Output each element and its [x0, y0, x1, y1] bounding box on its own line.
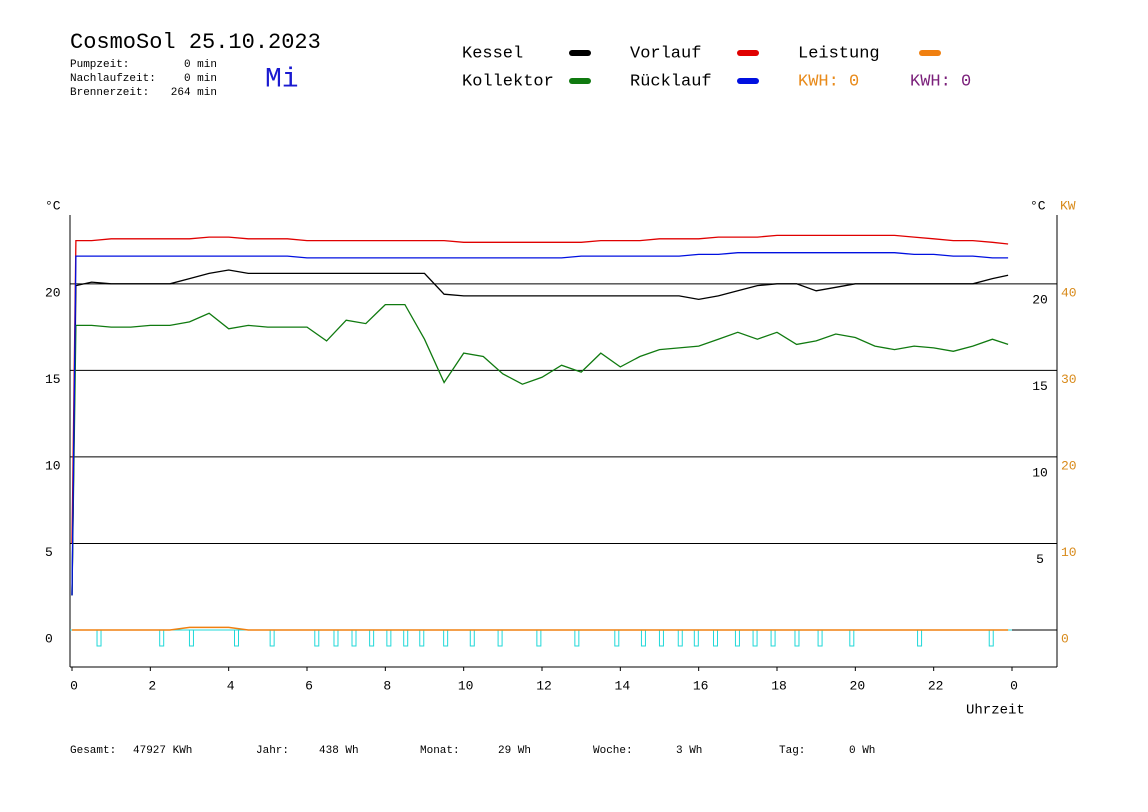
legend-label: Kollektor [462, 72, 554, 91]
series-line [72, 626, 1009, 631]
pump-pulse [188, 629, 194, 647]
chart-title: CosmoSol 25.10.2023 [70, 30, 321, 55]
x-tick-label: 6 [305, 678, 313, 693]
y2-tick-label: 10 [1061, 545, 1077, 560]
footer-value: 3 Wh [676, 745, 702, 757]
x-tick-label: 4 [227, 678, 235, 693]
y-tick-label: 15 [45, 372, 61, 387]
x-tick-label: 12 [536, 678, 552, 693]
series-line [71, 234, 1009, 544]
x-tick-label: 8 [383, 678, 391, 693]
footer-value: 29 Wh [498, 745, 531, 757]
x-tick-label: 22 [928, 678, 944, 693]
y2-tick-label: 40 [1061, 285, 1077, 300]
series-line [71, 252, 1009, 596]
y-right-tick-label: 5 [1036, 552, 1044, 567]
x-tick-label: 16 [693, 678, 709, 693]
x-tick-label: 2 [148, 678, 156, 693]
x-tick-label: 20 [850, 678, 866, 693]
series-line [71, 303, 1009, 596]
x-axis-label: Uhrzeit [966, 703, 1025, 719]
footer-value: 438 Wh [319, 745, 359, 757]
info-label: Pumpzeit: [70, 59, 129, 71]
footer-label: Jahr: [256, 745, 289, 757]
y2-axis-label: KW [1060, 198, 1076, 213]
y2-tick-label: 20 [1061, 458, 1077, 473]
info-value: 264 min [171, 87, 217, 99]
footer-value: 0 Wh [849, 745, 875, 757]
footer-value: 47927 KWh [133, 745, 192, 757]
info-value: 0 min [184, 59, 217, 71]
y-right-tick-label: 10 [1032, 465, 1048, 480]
legend-label: Leistung [798, 44, 880, 63]
info-label: Brennerzeit: [70, 87, 149, 99]
footer-label: Gesamt: [70, 745, 116, 757]
info-value: 0 min [184, 73, 217, 85]
info-label: Nachlaufzeit: [70, 73, 156, 85]
y-tick-label: 5 [45, 545, 53, 560]
y-axis-label: °C [45, 198, 61, 213]
legend-label: Vorlauf [630, 44, 701, 63]
y-tick-label: 20 [45, 285, 61, 300]
y-right-tick-label: 15 [1032, 379, 1048, 394]
y2-tick-label: 30 [1061, 372, 1077, 387]
kwh-label: KWH: 0 [798, 72, 859, 91]
legend-label: Rücklauf [630, 72, 712, 91]
y-right-tick-label: 20 [1032, 292, 1048, 307]
pump-pulse [234, 629, 239, 647]
footer-label: Woche: [593, 745, 633, 757]
weekday: Mi [265, 64, 299, 95]
footer-label: Tag: [779, 745, 805, 757]
x-tick-label: 14 [615, 678, 631, 693]
legend-label: Kessel [462, 44, 523, 63]
x-tick-label: 0 [1010, 678, 1018, 693]
x-tick-label: 10 [458, 678, 474, 693]
y2-tick-label: 0 [1061, 631, 1069, 646]
series-line [71, 269, 1009, 596]
y-tick-label: 10 [45, 458, 61, 473]
footer-label: Monat: [420, 745, 460, 757]
y-axis-label-right: °C [1030, 198, 1046, 213]
kwh-label: KWH: 0 [910, 72, 971, 91]
x-tick-label: 0 [70, 678, 78, 693]
y-tick-label: 0 [45, 631, 53, 646]
x-tick-label: 18 [771, 678, 787, 693]
